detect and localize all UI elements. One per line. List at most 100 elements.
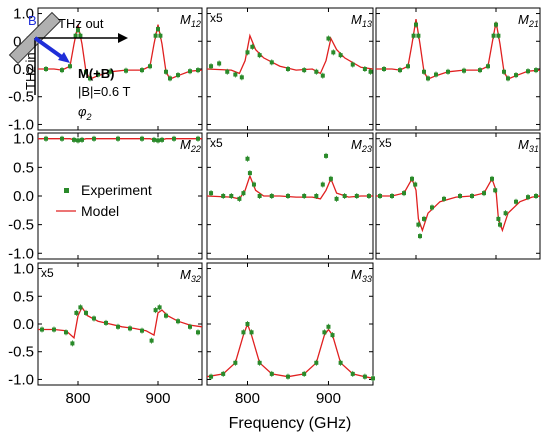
experiment-point <box>164 69 168 74</box>
experiment-point <box>209 191 214 196</box>
experiment-point <box>506 76 510 81</box>
experiment-point <box>241 330 246 335</box>
experiment-point <box>434 72 438 77</box>
y-tick-label: 0.0 <box>13 188 34 205</box>
experiment-point <box>334 196 339 201</box>
experiment-point <box>534 194 538 198</box>
experiment-point <box>78 33 83 38</box>
experiment-point <box>350 62 355 67</box>
experiment-point <box>148 64 152 69</box>
panel-label-subscript: 32 <box>191 274 201 284</box>
experiment-point <box>196 330 200 335</box>
y-tick-label: 0.0 <box>13 61 34 78</box>
experiment-point <box>156 27 160 32</box>
experiment-point <box>326 324 331 329</box>
legend-marker-experiment <box>64 188 69 193</box>
matrix-label: M(+B) <box>78 66 114 81</box>
legend: Experiment Model <box>56 182 152 219</box>
experiment-point <box>140 68 144 73</box>
angle-symbol: φ <box>78 104 87 119</box>
experiment-point <box>362 67 367 71</box>
x-axis-title: Frequency (GHz) <box>229 415 352 432</box>
y-tick-label: -1.0 <box>8 116 34 133</box>
experiment-point <box>526 69 530 74</box>
experiment-point <box>478 68 482 73</box>
experiment-point <box>245 156 250 161</box>
experiment-point <box>73 33 78 38</box>
experiment-point <box>324 153 329 158</box>
y-tick-label: 1.0 <box>13 131 34 148</box>
experiment-point <box>514 199 518 204</box>
experiment-point <box>44 67 48 71</box>
experiment-point <box>418 234 422 239</box>
experiment-point <box>491 33 496 38</box>
experiment-point <box>74 310 79 315</box>
experiment-point <box>257 53 262 58</box>
experiment-point <box>285 374 290 379</box>
experiment-point <box>470 194 474 198</box>
experiment-point <box>84 310 88 315</box>
experiment-point <box>250 44 255 49</box>
panel-M21: M21 <box>375 7 541 131</box>
experiment-point <box>84 69 88 74</box>
experiment-point <box>229 194 234 198</box>
experiment-point <box>140 136 144 141</box>
model-line <box>38 24 203 80</box>
scale-note: x5 <box>210 11 223 25</box>
x-tick-label: 800 <box>235 390 260 407</box>
experiment-point <box>176 319 180 324</box>
experiment-point <box>257 194 262 198</box>
experiment-point <box>116 324 120 329</box>
experiment-point <box>320 182 325 187</box>
experiment-point <box>514 73 518 78</box>
experiment-point <box>196 136 200 141</box>
y-tick-label: -1.0 <box>8 371 34 388</box>
y-tick-label: 0.5 <box>13 159 34 176</box>
scale-note: x5 <box>210 136 223 150</box>
experiment-point <box>168 76 172 81</box>
experiment-point <box>430 205 434 210</box>
experiment-point <box>371 376 375 381</box>
experiment-point <box>366 194 371 198</box>
scale-note: x5 <box>379 136 392 150</box>
experiment-point <box>76 138 80 143</box>
panel-label-subscript: 13 <box>362 19 372 29</box>
experiment-point <box>269 371 274 376</box>
field-arrowhead <box>58 52 70 63</box>
y-tick-label: -0.5 <box>8 344 34 361</box>
experiment-point <box>108 69 112 74</box>
experiment-point <box>153 308 158 313</box>
experiment-point <box>378 194 382 198</box>
experiment-point <box>188 69 192 74</box>
experiment-point <box>88 76 92 81</box>
experiment-point <box>153 33 158 38</box>
experiment-point <box>526 195 530 200</box>
experiment-point <box>157 305 162 310</box>
experiment-point <box>482 191 486 196</box>
experiment-point <box>40 327 44 332</box>
experiment-point <box>416 222 421 227</box>
experiment-point <box>446 69 450 74</box>
experiment-point <box>92 316 96 321</box>
experiment-point <box>64 330 68 335</box>
panels-group: 1.00.50.0-0.5-1.0M12M13x5M211.00.50.0-0.… <box>8 6 541 407</box>
experiment-point <box>152 137 156 142</box>
panel-frame <box>37 262 203 386</box>
x-tick-label: 900 <box>316 390 341 407</box>
experiment-point <box>285 67 290 71</box>
experiment-point <box>124 68 128 73</box>
experiment-point <box>402 191 406 196</box>
experiment-point <box>233 72 238 77</box>
experiment-point <box>426 76 430 81</box>
field-strength-label: |B|=0.6 T <box>78 84 130 99</box>
experiment-point <box>458 194 462 198</box>
beam-out-label: THz out <box>58 16 104 31</box>
experiment-point <box>245 50 250 55</box>
y-tick-label: 1.0 <box>13 261 34 278</box>
panel-label-subscript: 33 <box>362 274 372 284</box>
experiment-point <box>362 374 367 379</box>
experiment-point <box>221 371 226 376</box>
